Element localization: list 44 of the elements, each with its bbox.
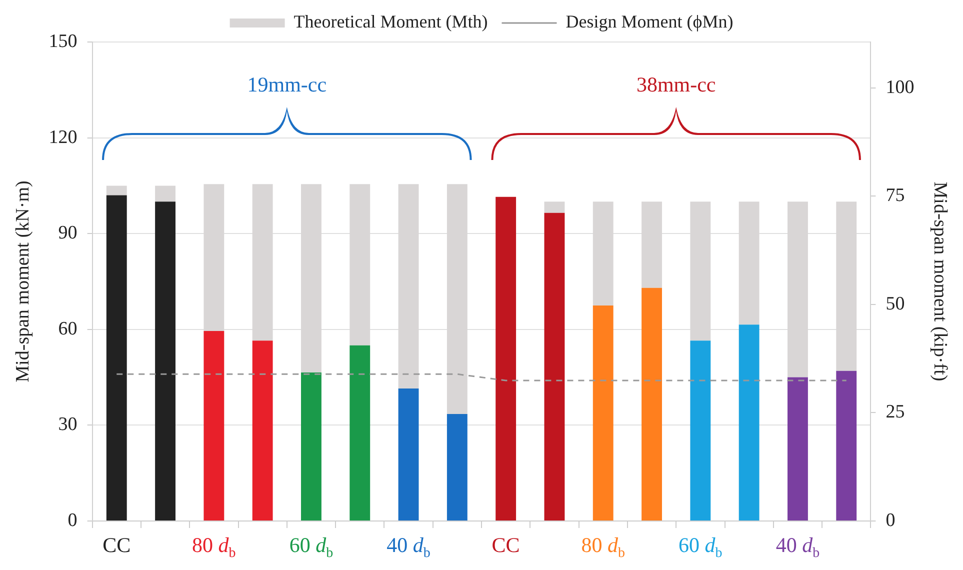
y-axis-title: Mid-span moment (kN·m) <box>12 180 34 382</box>
y2-tick-label: 25 <box>886 402 905 423</box>
bar <box>690 340 711 520</box>
x-tick-label: CC <box>102 533 131 558</box>
bar <box>836 370 857 520</box>
bar <box>642 288 662 520</box>
annotation: 19mm-cc <box>247 72 327 98</box>
bar <box>106 186 127 196</box>
bar <box>350 345 370 520</box>
bar <box>738 324 760 520</box>
x-tick-label: 60 d$_{b}$ <box>289 533 334 562</box>
x-tick-label: 40 d$_{b}$ <box>386 533 430 562</box>
y-tick-label: 0 <box>68 510 78 531</box>
bar <box>446 414 468 520</box>
y2-tick-label: 75 <box>886 185 905 206</box>
y-tick-label: 30 <box>58 414 78 436</box>
bar <box>155 186 176 202</box>
y-tick-label: 120 <box>48 126 78 148</box>
y-tick-label: 90 <box>58 222 78 244</box>
bar <box>106 195 127 520</box>
bar <box>252 340 273 520</box>
y2-axis-title: Mid-span moment (kip·ft) <box>930 182 951 382</box>
x-tick-label: 60 d$_{b}$ <box>678 533 722 562</box>
y-tick-label: 150 <box>48 30 78 52</box>
bar <box>204 330 224 520</box>
bar <box>544 212 565 520</box>
legend-label: Theoretical Moment (Mth) <box>294 12 488 32</box>
bar <box>155 202 176 520</box>
x-tick-label: 40 d$_{b}$ <box>776 533 820 562</box>
bar <box>398 388 419 520</box>
legend-label: Design Moment (ϕMn) <box>566 12 734 32</box>
x-tick-label: CC <box>492 533 520 558</box>
y2-tick-label: 0 <box>886 510 896 531</box>
y2-tick-label: 50 <box>886 293 905 314</box>
annotation: 38mm-cc <box>636 72 716 98</box>
bar <box>544 202 565 213</box>
x-tick-label: 80 d$_{b}$ <box>192 533 236 562</box>
y-tick-label: 60 <box>58 318 78 340</box>
bar <box>301 372 322 520</box>
bar <box>788 377 808 520</box>
x-tick-label: 80 d$_{b}$ <box>581 533 625 562</box>
y2-tick-label: 100 <box>886 76 914 98</box>
bar <box>496 196 516 520</box>
bar <box>592 305 614 520</box>
